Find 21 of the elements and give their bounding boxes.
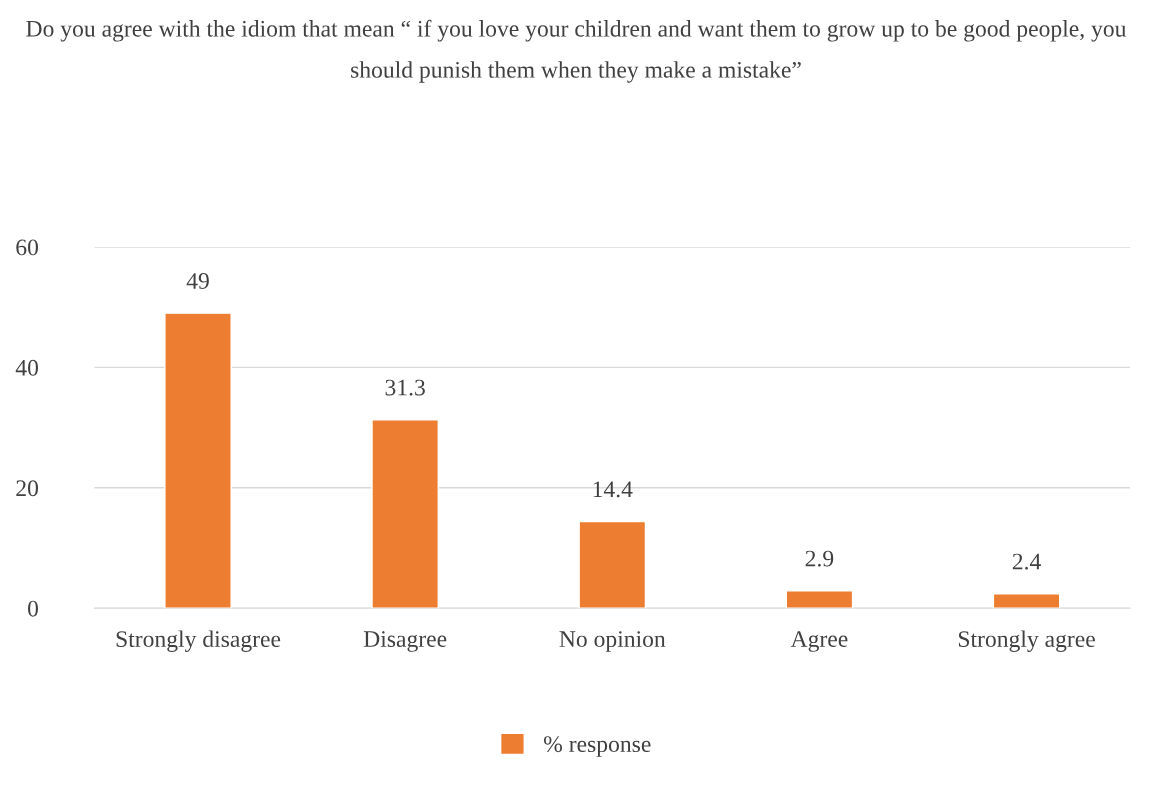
data-label: 31.3: [385, 379, 425, 396]
x-tick-label: Strongly disagree: [116, 630, 281, 652]
x-tick-label: Disagree: [363, 631, 447, 652]
data-label: 49: [186, 273, 209, 289]
bar: [371, 419, 439, 609]
bar: [164, 312, 232, 609]
y-tick-label: 40: [15, 359, 39, 376]
data-label: 2.9: [805, 550, 834, 567]
bar: [992, 593, 1061, 609]
y-tick-label: 60: [16, 239, 39, 256]
data-label: 2.4: [1012, 553, 1041, 570]
data-label: 14.4: [593, 481, 633, 498]
x-tick-label: Strongly agree: [958, 630, 1095, 652]
y-tick-label: 0: [28, 600, 39, 617]
chart-title: Do you agree with the idiom that mean “ if you love your children and want them to grow up to be good people, you should punish them when they make a mistake”: [26, 19, 1127, 83]
bar: [785, 590, 854, 609]
bar: [578, 520, 647, 609]
x-tick-label: Agree: [790, 631, 848, 652]
y-tick-label: 20: [16, 480, 39, 497]
legend-label: % response: [543, 736, 651, 757]
x-tick-label: No opinion: [559, 631, 666, 652]
